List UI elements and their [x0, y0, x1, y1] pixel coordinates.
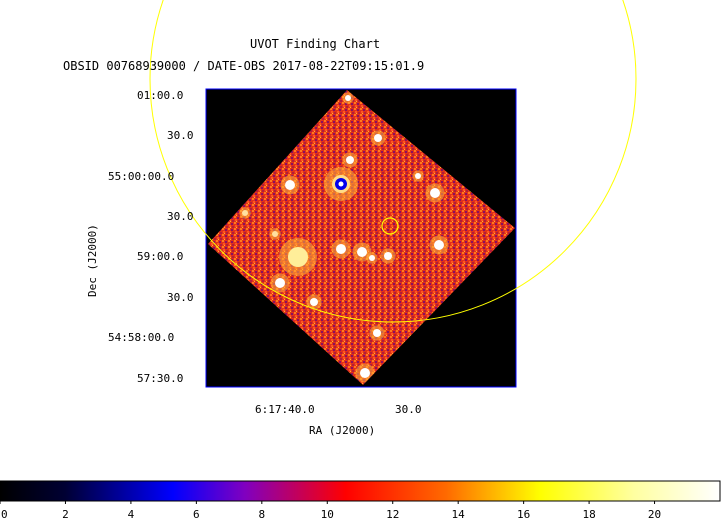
source-star: [374, 134, 382, 142]
y-tick-label: 59:00.0: [137, 250, 184, 263]
x-axis-label: RA (J2000): [309, 424, 376, 437]
colorbar-tick-label: 6: [193, 508, 200, 521]
chart-subtitle: OBSID 00768939000 / DATE-OBS 2017-08-22T…: [63, 59, 425, 73]
source-star: [345, 95, 351, 101]
source-star: [384, 252, 392, 260]
y-tick-label: 57:30.0: [137, 372, 184, 385]
exposure-map: [208, 90, 515, 385]
colorbar-tick-label: 4: [128, 508, 135, 521]
colorbar-gradient: [0, 480, 721, 502]
source-star: [373, 329, 381, 337]
source-star: [242, 210, 248, 216]
colorbar-tick-label: 18: [582, 508, 595, 521]
source-star: [346, 156, 354, 164]
source-star: [360, 368, 370, 378]
source-star: [275, 278, 285, 288]
colorbar-tick-label: 2: [62, 508, 69, 521]
finding-chart: [149, 0, 637, 388]
overlay-circle-small: [381, 217, 399, 235]
saturated-core-center: [338, 181, 344, 187]
source-star: [310, 298, 318, 306]
source-star: [285, 180, 295, 190]
colorbar-tick-label: 14: [452, 508, 466, 521]
colorbar-tick-label: 20: [648, 508, 661, 521]
colorbar-tick-label: 12: [386, 508, 399, 521]
chart-title: UVOT Finding Chart: [250, 37, 381, 51]
x-tick-label: 30.0: [395, 403, 422, 416]
source-star: [336, 244, 346, 254]
source-star: [369, 255, 375, 261]
colorbar: 0 2 4 6 8 10 12 14 16 18 20: [0, 480, 721, 521]
colorbar-tick-label: 8: [259, 508, 266, 521]
source-star: [272, 231, 278, 237]
source-star: [288, 247, 308, 267]
y-axis-label: Dec (J2000): [86, 224, 99, 297]
y-tick-label: 30.0: [167, 291, 194, 304]
source-star: [434, 240, 444, 250]
y-tick-label: 01:00.0: [137, 89, 184, 102]
colorbar-tick-label: 0: [1, 508, 8, 521]
y-tick-label: 54:58:00.0: [108, 331, 175, 344]
source-star: [430, 188, 440, 198]
y-tick-label: 30.0: [167, 129, 194, 142]
colorbar-tick-label: 16: [517, 508, 530, 521]
colorbar-tick-label: 10: [321, 508, 334, 521]
x-tick-label: 6:17:40.0: [255, 403, 315, 416]
y-tick-label: 55:00:00.0: [108, 170, 175, 183]
source-star: [415, 173, 421, 179]
source-star: [357, 247, 367, 257]
y-tick-label: 30.0: [167, 210, 194, 223]
overlay-circle-large: [149, 0, 637, 323]
